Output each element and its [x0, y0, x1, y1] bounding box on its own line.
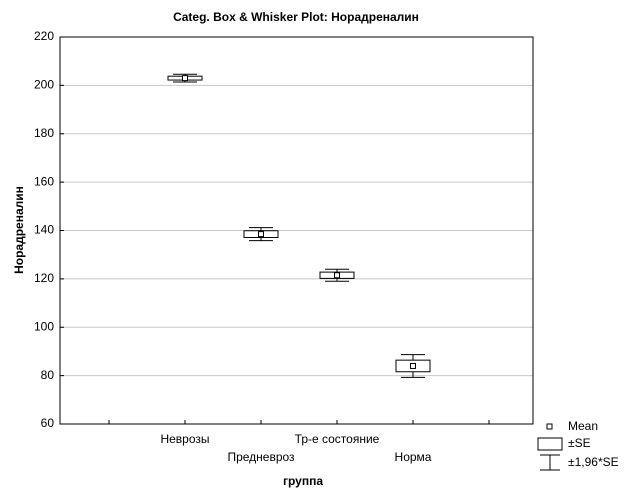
y-axis-label: Норадреналин — [12, 186, 26, 274]
mean-marker — [410, 362, 416, 369]
y-tick-label: 140 — [34, 223, 54, 237]
y-tick-label: 160 — [34, 174, 54, 188]
x-tick-label: Предневроз — [227, 450, 295, 464]
mean-marker — [258, 231, 264, 238]
x-tick-label: Тр-е состояние — [295, 432, 380, 446]
legend-label: ±SE — [568, 436, 591, 450]
y-tick-label: 60 — [41, 416, 55, 430]
plot-frame — [59, 36, 534, 425]
legend-mean-icon — [546, 423, 553, 430]
y-tick-label: 200 — [34, 78, 54, 92]
mean-marker — [334, 272, 340, 279]
y-tick-label: 120 — [34, 271, 54, 285]
y-tick-label: 100 — [34, 319, 54, 333]
chart-title: Categ. Box & Whisker Plot: Норадреналин — [173, 10, 419, 24]
mean-marker — [182, 75, 188, 82]
y-tick-label: 80 — [41, 368, 55, 382]
y-tick-label: 180 — [34, 126, 54, 140]
x-tick-label: Норма — [395, 450, 432, 464]
y-tick-label: 220 — [34, 29, 54, 43]
legend-se-icon — [537, 437, 563, 451]
legend-label: Mean — [568, 419, 598, 433]
x-tick-label: Неврозы — [160, 432, 209, 446]
legend-label: ±1,96*SE — [568, 455, 619, 469]
x-axis-label: группа — [283, 474, 323, 488]
